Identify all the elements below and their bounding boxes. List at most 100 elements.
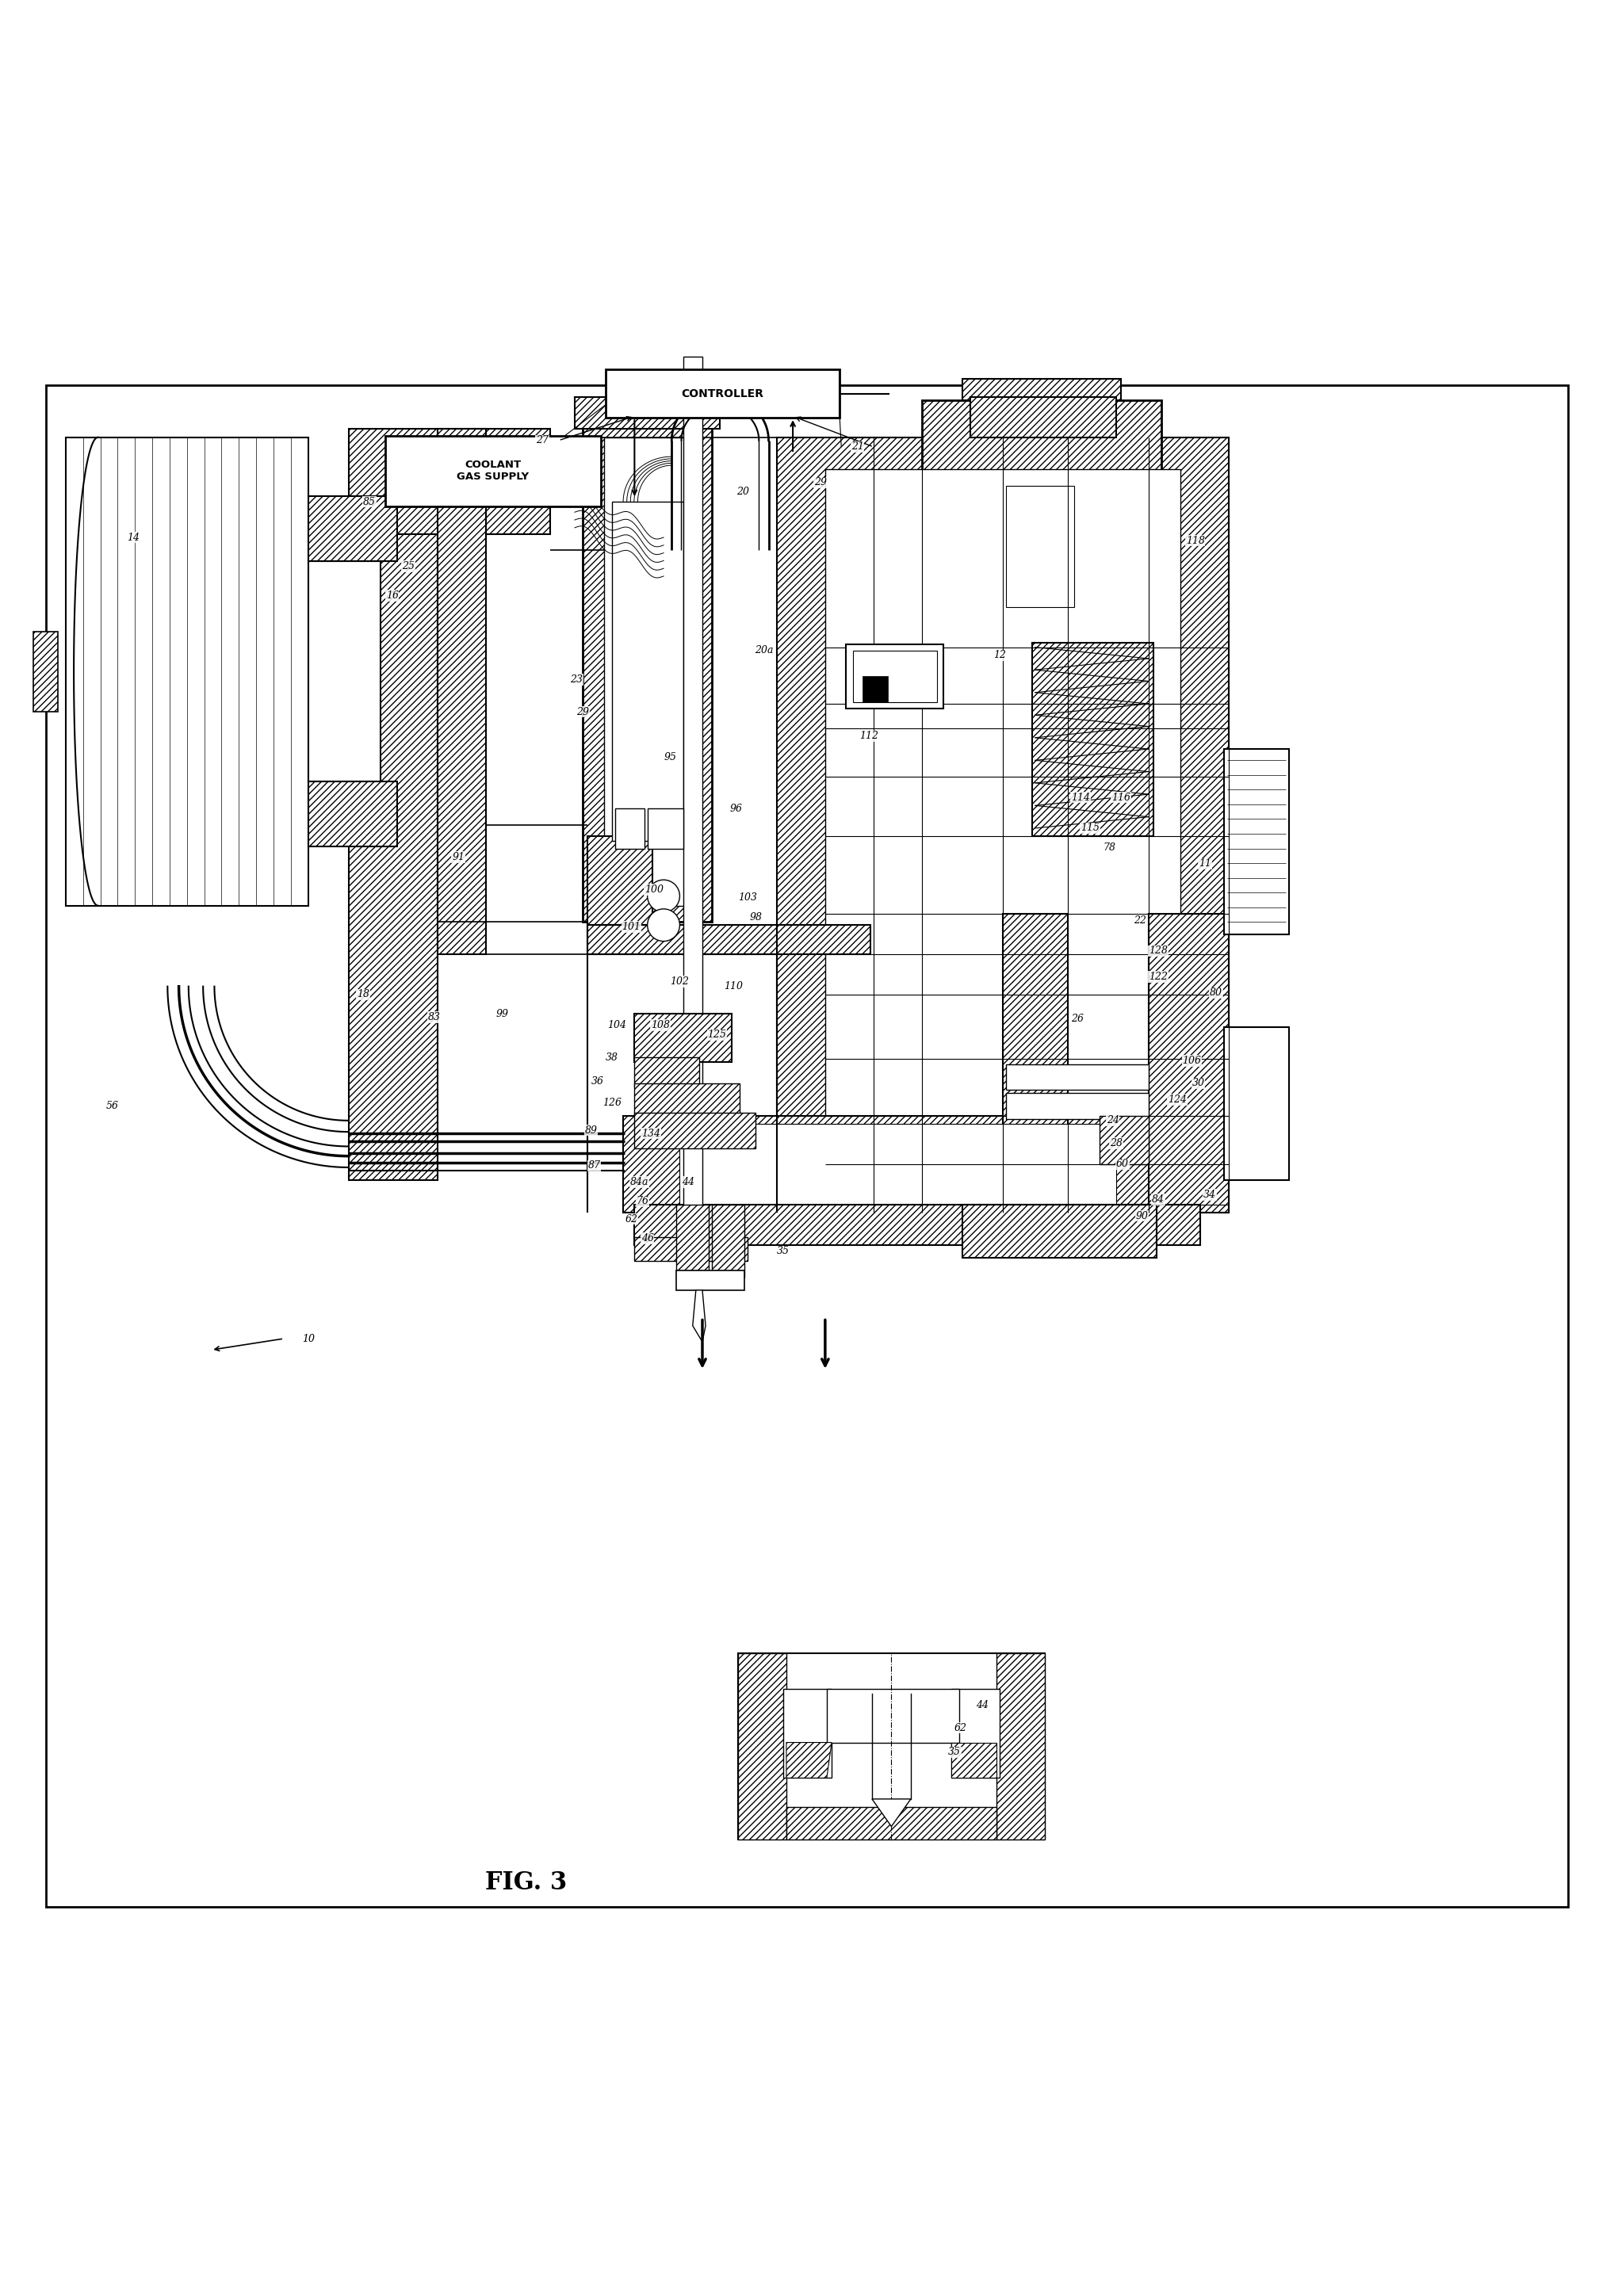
Bar (997, 1653, 1045, 1839)
Bar (307, 560, 380, 781)
Bar (612, 503, 683, 840)
Text: 98: 98 (749, 912, 762, 923)
Bar (676, 1205, 709, 1277)
Text: 10: 10 (303, 1334, 314, 1343)
Text: COOLANT
GAS SUPPLY: COOLANT GAS SUPPLY (456, 459, 529, 482)
Bar (1100, 1116, 1149, 1164)
Text: 124: 124 (1168, 1095, 1188, 1104)
Text: 90: 90 (1136, 1210, 1149, 1221)
Bar (827, 1690, 959, 1743)
Text: 104: 104 (607, 1019, 626, 1031)
Text: FIG. 3: FIG. 3 (485, 1871, 568, 1894)
Text: 10: 10 (303, 1334, 314, 1343)
Bar (783, 1690, 832, 1777)
Polygon shape (693, 1290, 705, 1341)
Bar (971, 397, 1116, 436)
Text: 99: 99 (495, 1008, 508, 1019)
Bar (647, 808, 683, 850)
Bar (634, 1084, 739, 1116)
Text: 115: 115 (1081, 822, 1100, 833)
Text: 24: 24 (1107, 1116, 1120, 1125)
Bar (987, 478, 1092, 615)
Bar (846, 643, 943, 709)
Circle shape (647, 909, 680, 941)
Bar (348, 429, 550, 535)
Bar (574, 397, 720, 429)
Text: 44: 44 (681, 1178, 694, 1187)
Text: 18: 18 (356, 990, 369, 999)
Text: 80: 80 (1210, 987, 1223, 999)
Bar (786, 1807, 997, 1839)
Text: 11: 11 (1199, 859, 1212, 868)
Text: 89: 89 (584, 1125, 597, 1137)
Text: 29: 29 (814, 478, 827, 487)
Text: 118: 118 (1186, 535, 1205, 546)
Text: 38: 38 (605, 1052, 618, 1063)
Text: 106: 106 (1183, 1056, 1202, 1065)
Bar (634, 1015, 731, 1063)
Text: 25: 25 (401, 560, 414, 572)
Text: 128: 128 (1149, 946, 1168, 955)
Text: 91: 91 (451, 852, 464, 863)
Bar (683, 356, 702, 1212)
Text: 96: 96 (730, 804, 743, 813)
Text: 126: 126 (602, 1097, 621, 1109)
Text: 26: 26 (1071, 1013, 1084, 1024)
Text: 62: 62 (955, 1722, 968, 1733)
Bar (1225, 1026, 1290, 1180)
Bar (1225, 748, 1290, 934)
Bar (862, 677, 888, 703)
Polygon shape (777, 436, 1230, 1212)
Text: 83: 83 (427, 1013, 440, 1022)
Text: 36: 36 (591, 1077, 604, 1086)
Bar (853, 650, 937, 703)
Text: 78: 78 (1103, 843, 1116, 852)
Bar (1149, 914, 1230, 1212)
Text: 16: 16 (385, 590, 398, 602)
Text: 56: 56 (107, 1100, 120, 1111)
Text: 95: 95 (663, 751, 676, 762)
Bar (623, 1116, 1189, 1212)
Polygon shape (786, 1743, 832, 1777)
Bar (676, 1270, 744, 1290)
Bar (738, 1653, 1045, 1839)
Text: 44: 44 (976, 1699, 989, 1711)
Text: CONTROLLER: CONTROLLER (681, 388, 764, 400)
Polygon shape (872, 1800, 911, 1825)
Bar (1006, 1093, 1149, 1118)
Bar (963, 379, 1121, 400)
Bar (1006, 1063, 1149, 1091)
Text: 85: 85 (362, 496, 375, 507)
Text: 14: 14 (128, 533, 139, 542)
Text: 46: 46 (641, 1233, 654, 1244)
Bar (582, 420, 712, 923)
Text: 60: 60 (1116, 1159, 1129, 1169)
Circle shape (647, 879, 680, 912)
Text: 134: 134 (641, 1127, 660, 1139)
Text: 125: 125 (707, 1031, 726, 1040)
Text: 12: 12 (993, 650, 1006, 661)
Polygon shape (951, 1743, 997, 1777)
Text: 21: 21 (851, 441, 864, 452)
Text: 122: 122 (1149, 971, 1168, 983)
Text: 102: 102 (670, 976, 689, 987)
Bar (634, 1114, 756, 1148)
Bar (437, 429, 485, 955)
Bar (385, 436, 600, 507)
Bar (1003, 914, 1068, 1212)
Text: 110: 110 (723, 980, 743, 992)
Bar (1032, 643, 1154, 836)
Text: 112: 112 (859, 730, 879, 742)
Bar (922, 400, 1162, 478)
Bar (738, 1653, 786, 1839)
Text: 84: 84 (1152, 1194, 1165, 1205)
Bar (587, 925, 870, 955)
Bar (825, 471, 1181, 1196)
Text: 35: 35 (777, 1247, 790, 1256)
Text: 84a: 84a (629, 1178, 649, 1187)
Text: 108: 108 (650, 1019, 670, 1031)
Bar (712, 1205, 744, 1277)
Bar (605, 370, 840, 418)
Bar (587, 836, 652, 925)
Bar (951, 1690, 1000, 1777)
